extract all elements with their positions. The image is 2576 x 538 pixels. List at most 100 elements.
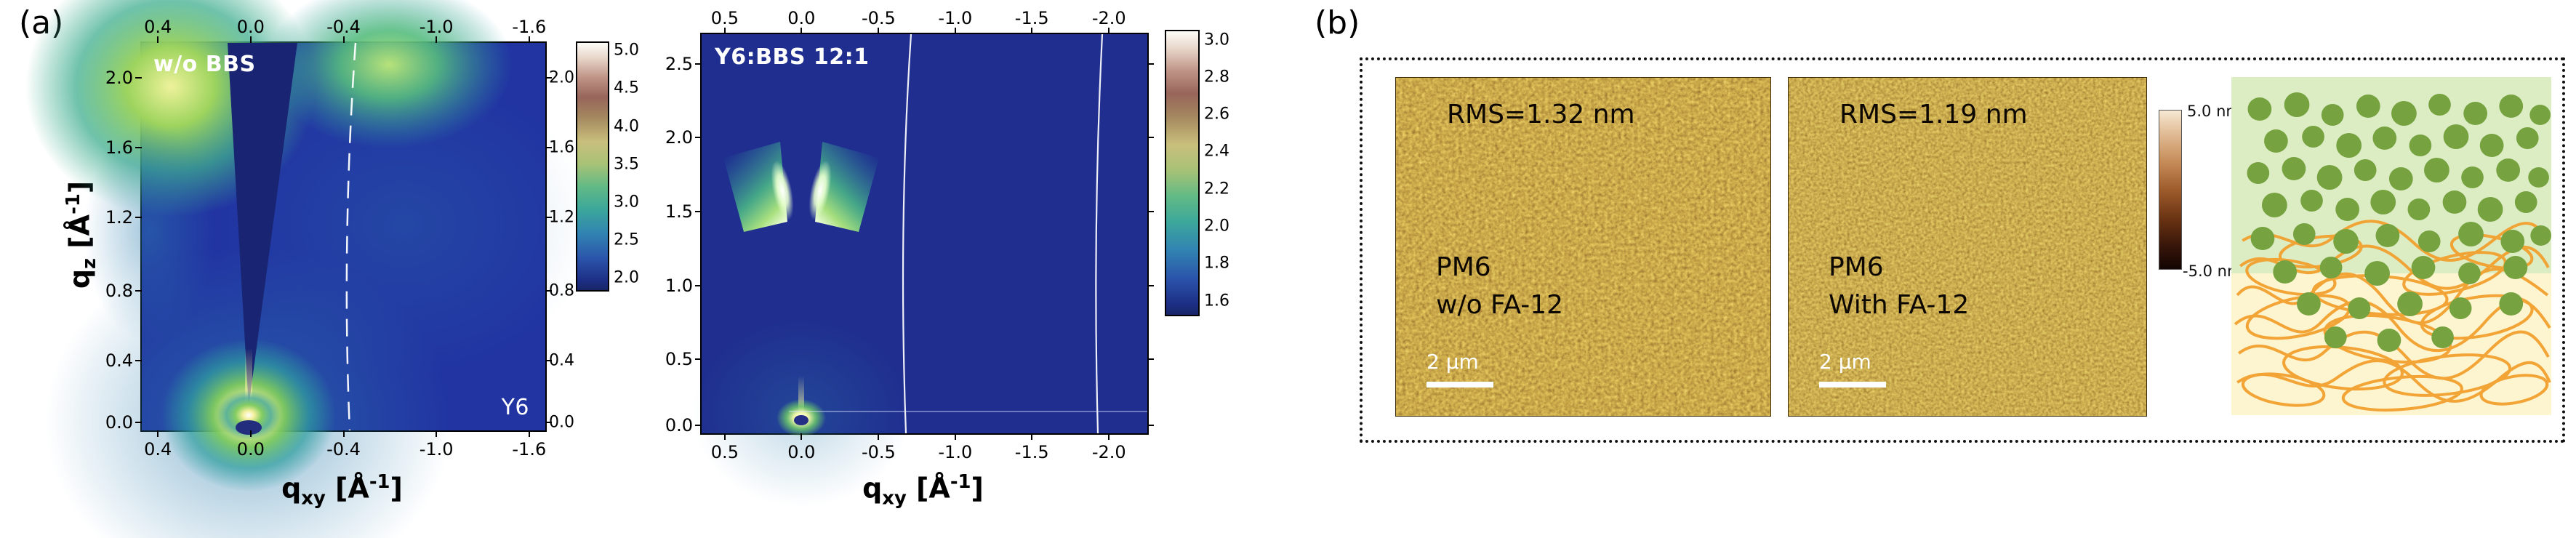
sample-annotation: Y6:BBS 12:1 <box>715 44 870 70</box>
colorbar-tick-label: 4.5 <box>614 79 639 97</box>
giwaxs-pattern-y6 <box>25 0 593 538</box>
tick-label: 2.0 <box>105 67 133 88</box>
scalebar <box>1819 382 1886 388</box>
schematic-drawing <box>2231 77 2551 415</box>
x-axis-label-qxy: qxy [Å-1] <box>281 471 403 510</box>
pi-stacking-arc-right <box>265 0 513 148</box>
colorbar-tick-label: 4.0 <box>614 117 639 136</box>
tick-label: 2.0 <box>549 68 574 87</box>
tick-label: 1.6 <box>549 138 574 157</box>
beamstop-shadow <box>236 420 262 435</box>
colorbar-tick-label: 2.4 <box>1204 142 1229 161</box>
tick-label: 0.0 <box>787 442 816 462</box>
bragg-wedge-right <box>815 142 879 232</box>
sample-name: PM6 <box>1829 252 1884 282</box>
morphology-schematic <box>2231 77 2551 415</box>
acceptor-dots <box>2247 92 2551 352</box>
colorbar-tick-label: 2.8 <box>1204 68 1229 87</box>
scalebar-label: 2 μm <box>1427 350 1479 374</box>
tick-label: -1.0 <box>938 442 973 462</box>
tick-label: 1.2 <box>549 208 574 227</box>
afm-texture <box>1789 78 2146 416</box>
tick-label: 0.4 <box>549 351 574 370</box>
tick-label: -1.5 <box>1014 8 1049 28</box>
bright-core-left <box>771 160 794 221</box>
colorbar-tick-label: 5.0 <box>614 41 639 60</box>
colorbar-tick-label: 2.5 <box>614 230 639 249</box>
colorbar-plot1: 5.0 4.5 4.0 3.5 3.0 2.5 2.0 <box>576 41 639 292</box>
tick-label: -1.6 <box>512 439 547 459</box>
scalebar-label: 2 μm <box>1819 350 1871 374</box>
sample-condition: With FA-12 <box>1829 290 1970 320</box>
afm-texture <box>1396 78 1770 416</box>
colorbar-tick-label: 2.6 <box>1204 105 1229 124</box>
tick-label: 0.4 <box>105 350 133 372</box>
tick-label: 0.5 <box>710 8 739 28</box>
tick-label: -0.4 <box>326 439 361 459</box>
giwaxs-plot-y6: w/o BBS Y6 0.4 0.0 -0.4 -1.0 -1.6 0.4 0.… <box>25 0 593 538</box>
colorbar-plot2: 3.0 2.8 2.6 2.4 2.2 2.0 1.8 1.6 <box>1165 30 1229 316</box>
tick-label: -1.0 <box>938 8 973 28</box>
bright-core-right <box>808 160 832 221</box>
colorbar-tick-label: 2.0 <box>1204 217 1229 236</box>
panel-b-dotted-box: RMS=1.32 nm PM6 w/o FA-12 2 μm RMS=1.19 … <box>1360 57 2565 443</box>
afm-grain <box>1789 78 2146 416</box>
colorbar-tick-label: 1.8 <box>1204 254 1229 273</box>
x-axis-label-qxy: qxy [Å-1] <box>862 471 984 510</box>
tick-label: -2.0 <box>1091 442 1126 462</box>
tick-label: 0.5 <box>665 349 693 370</box>
tick-label: 0.4 <box>144 439 172 459</box>
tick-label: -0.5 <box>861 8 896 28</box>
colorbar-tick-label: 3.5 <box>614 155 639 174</box>
tick-marks <box>135 36 552 437</box>
tick-label: 2.5 <box>665 53 693 74</box>
sample-condition: w/o FA-12 <box>1436 290 1564 320</box>
mid-haze <box>214 72 593 377</box>
colorbar-tick-label: 3.0 <box>1204 31 1229 49</box>
tick-label: -2.0 <box>1091 8 1126 28</box>
afm-image-pm6-with-fa12: RMS=1.19 nm PM6 With FA-12 2 μm <box>1788 77 2147 417</box>
specular-rod <box>245 348 252 410</box>
bragg-wedge-left <box>723 142 787 232</box>
afm-height-colorbar <box>2159 110 2182 270</box>
tick-label: 0.5 <box>710 442 739 462</box>
afm-grain <box>1396 78 1770 416</box>
tick-label: -1.0 <box>419 17 454 37</box>
sample-name: PM6 <box>1436 252 1491 282</box>
tick-label: 0.8 <box>549 281 574 300</box>
tick-label: 0.0 <box>236 439 265 459</box>
giwaxs-plot-y6-bbs: Y6:BBS 12:1 0.5 0.0 -0.5 -1.0 -1.5 -2.0 … <box>665 8 1154 507</box>
giwaxs-pattern-y6-bbs <box>692 28 1154 507</box>
tick-label: 1.0 <box>665 275 693 296</box>
tick-label: 1.2 <box>105 206 133 228</box>
tick-label: 1.6 <box>105 137 133 158</box>
colorbar-tick-label: 2.2 <box>1204 180 1229 198</box>
tick-label: -1.6 <box>512 17 547 37</box>
white-guide-line <box>345 42 357 431</box>
tick-label: 0.8 <box>105 281 133 302</box>
tick-label: 0.0 <box>236 17 265 37</box>
beam-core <box>217 390 281 440</box>
white-guide-line-1 <box>902 33 912 434</box>
missing-wedge <box>228 43 297 406</box>
panel-b-label: (b) <box>1315 4 1360 41</box>
beamstop-shadow <box>794 415 808 425</box>
rms-value: RMS=1.32 nm <box>1447 100 1635 129</box>
colorbar-tick-label: 3.0 <box>614 193 639 212</box>
tick-marks <box>695 28 1154 440</box>
colorbar-tick-label: 2.0 <box>614 268 639 287</box>
tick-label: 0.0 <box>787 8 816 28</box>
left-edge-glow <box>84 123 214 341</box>
scalebar <box>1427 382 1493 388</box>
tick-label: 1.5 <box>665 201 693 222</box>
rms-value: RMS=1.19 nm <box>1839 100 2028 129</box>
colorbar-tick-label: 1.6 <box>1204 292 1229 310</box>
sample-annotation: w/o BBS <box>153 52 256 77</box>
tick-label: 0.0 <box>665 415 693 436</box>
white-guide-line-2 <box>1095 33 1104 434</box>
afm-image-pm6-without-fa12: RMS=1.32 nm PM6 w/o FA-12 2 μm <box>1395 77 1771 417</box>
specular-rod <box>798 376 804 419</box>
tick-label: 0.4 <box>144 17 172 37</box>
tick-label: -1.0 <box>419 439 454 459</box>
